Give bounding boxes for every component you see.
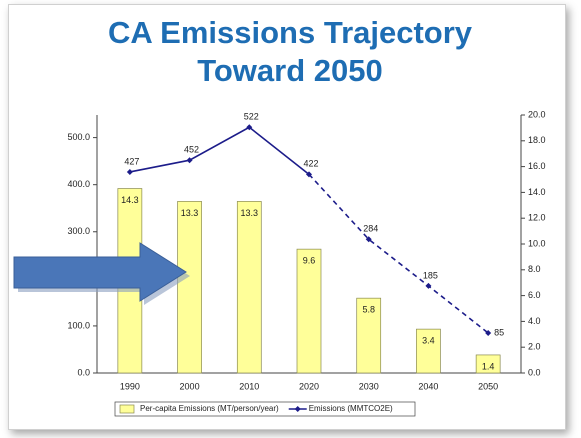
arrow <box>13 242 190 305</box>
line-marker <box>425 282 432 289</box>
line-value-label: 422 <box>303 159 318 169</box>
x-tick-label: 2010 <box>239 381 259 391</box>
line-value-label: 427 <box>124 156 139 166</box>
line-value-label: 185 <box>423 270 438 280</box>
y2-tick-label: 4.0 <box>528 316 541 326</box>
y-tick-label: 0.0 <box>77 367 90 377</box>
line-marker <box>365 236 372 243</box>
y2-tick-label: 10.0 <box>528 238 546 248</box>
x-tick-label: 1990 <box>120 381 140 391</box>
x-tick-label: 2040 <box>418 381 438 391</box>
y2-tick-label: 8.0 <box>528 264 541 274</box>
x-tick-label: 2020 <box>299 381 319 391</box>
line-marker <box>186 157 193 164</box>
bar <box>177 201 202 374</box>
line-marker <box>306 171 312 178</box>
bar <box>416 328 441 374</box>
y2-tick-label: 0.0 <box>528 367 541 377</box>
x-tick-label: 2050 <box>478 381 498 391</box>
x-tick-label: 2000 <box>180 381 200 391</box>
y-tick-label: 400.0 <box>67 179 90 189</box>
y-tick-label: 500.0 <box>67 132 90 142</box>
line-value-label: 85 <box>494 327 504 337</box>
bar-value-label: 13.3 <box>181 208 199 218</box>
bar-value-label: 14.3 <box>121 195 139 205</box>
line-marker <box>126 168 133 175</box>
bar-value-label: 9.6 <box>303 256 316 266</box>
y2-tick-label: 14.0 <box>528 187 546 197</box>
y-tick-label: 300.0 <box>67 226 90 236</box>
y2-tick-label: 16.0 <box>528 161 546 171</box>
x-tick-label: 2030 <box>359 381 379 391</box>
y2-tick-label: 2.0 <box>528 342 541 352</box>
y2-tick-label: 12.0 <box>528 213 546 223</box>
y2-tick-label: 18.0 <box>528 135 546 145</box>
bar-value-label: 5.8 <box>362 305 375 315</box>
y2-tick-label: 6.0 <box>528 290 541 300</box>
chart-title-box: CA Emissions Trajectory Toward 2050 <box>40 14 540 90</box>
legend-marker <box>294 406 301 412</box>
line-solid <box>129 126 310 175</box>
bar-value-label: 3.4 <box>422 336 435 346</box>
chart-title: CA Emissions Trajectory Toward 2050 <box>107 15 473 88</box>
bar-value-label: 13.3 <box>241 208 259 218</box>
bar-value-label: 1.4 <box>482 361 495 371</box>
line-marker <box>485 329 492 336</box>
bar <box>356 297 382 374</box>
line-value-label: 284 <box>363 224 378 234</box>
y-tick-label: 100.0 <box>67 320 90 330</box>
line-marker <box>246 124 253 131</box>
slide <box>8 4 566 430</box>
bar <box>296 248 322 374</box>
legend-box <box>114 401 416 417</box>
legend-label: Emissions (MMTCO2E) <box>309 404 393 413</box>
legend-swatch <box>119 404 135 414</box>
bar <box>475 354 501 374</box>
line-value-label: 522 <box>244 112 259 122</box>
legend-label: Per-capita Emissions (MT/person/year) <box>140 404 279 413</box>
bar <box>236 201 262 374</box>
line-value-label: 452 <box>184 145 199 155</box>
y2-tick-label: 20.0 <box>528 109 546 119</box>
line-dashed <box>308 173 489 334</box>
